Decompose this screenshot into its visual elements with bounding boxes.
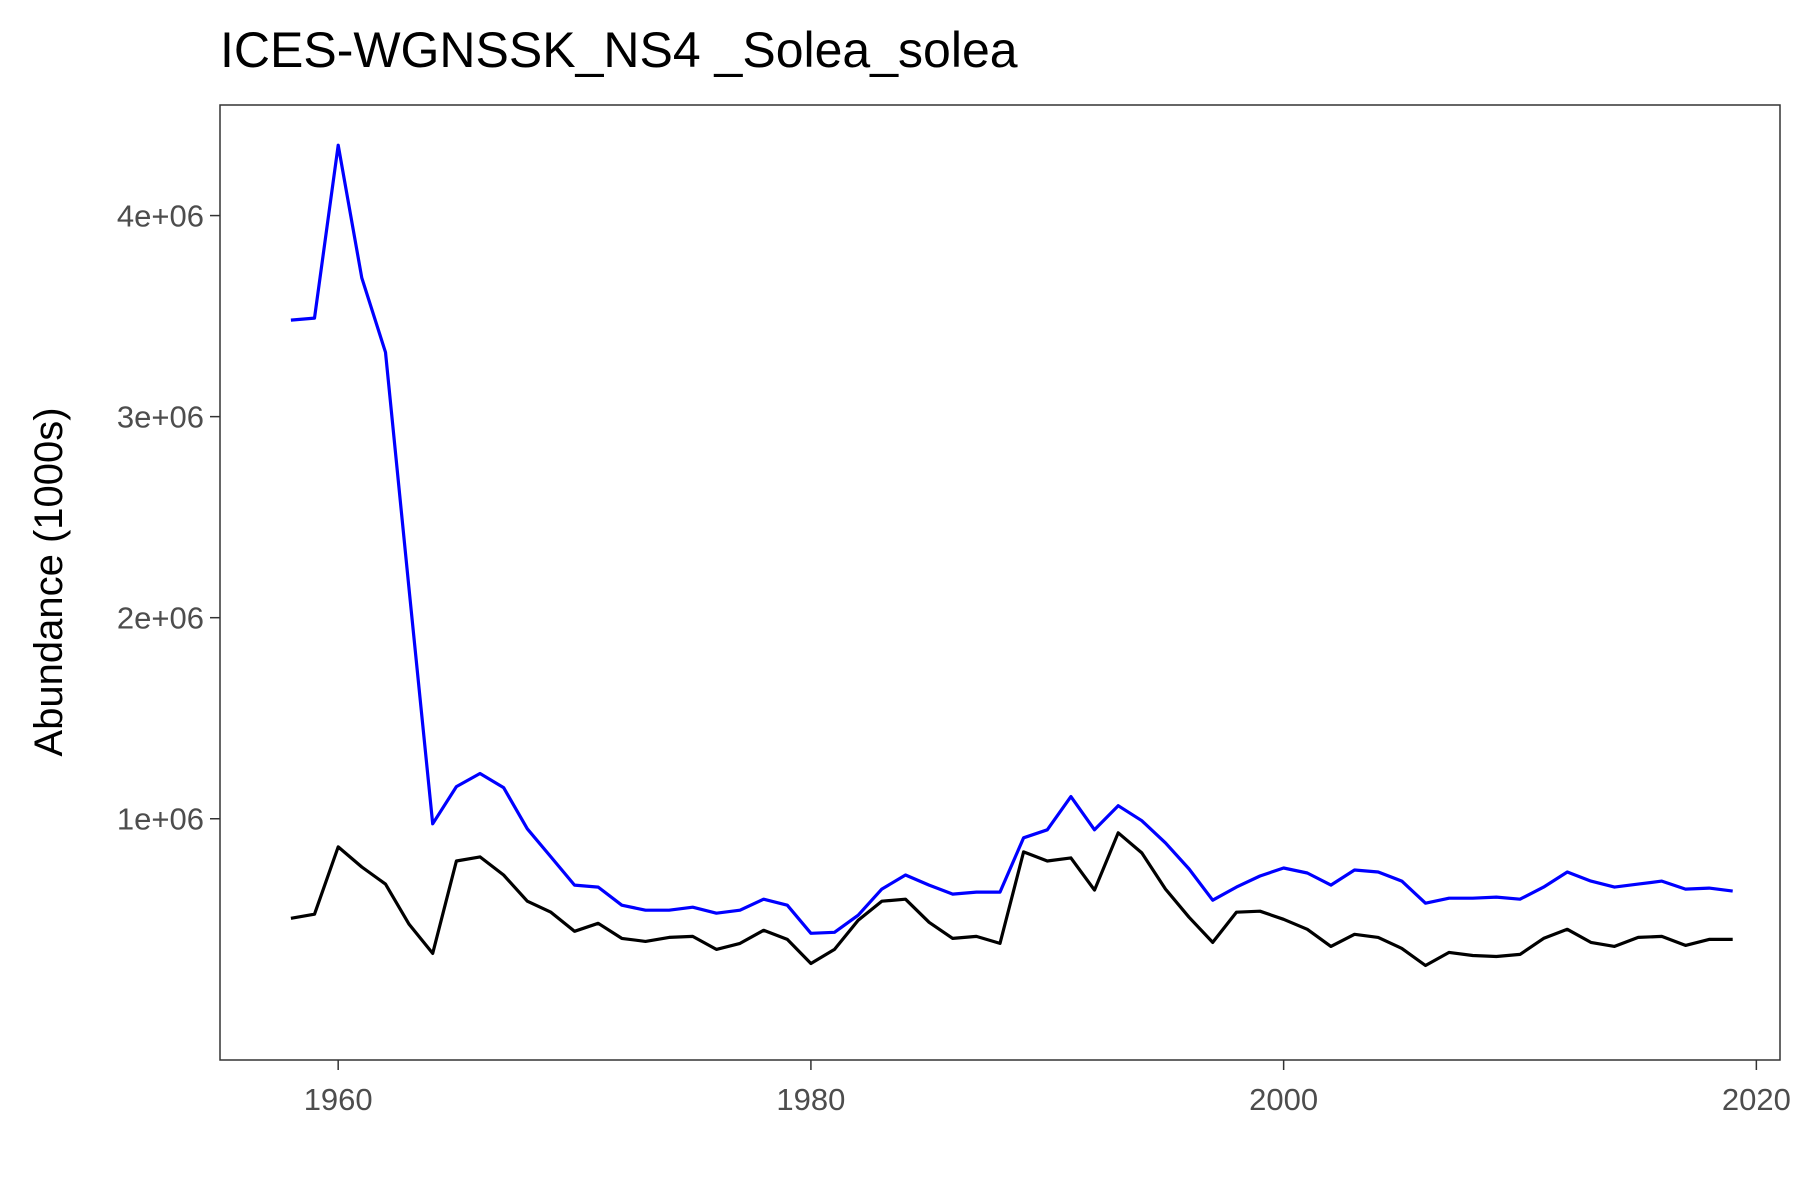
x-tick-label: 1960 [304, 1082, 373, 1117]
x-tick-label: 2000 [1249, 1082, 1318, 1117]
y-tick-label: 1e+06 [117, 802, 204, 837]
x-tick-label: 1980 [776, 1082, 845, 1117]
series-line-2 [290, 831, 1733, 968]
series-layer [290, 143, 1733, 968]
y-tick-label: 2e+06 [117, 601, 204, 636]
chart-title: ICES-WGNSSK_NS4 _Solea_solea [220, 22, 1018, 78]
x-tick-label: 2020 [1722, 1082, 1791, 1117]
y-axis: 1e+06 2e+06 3e+06 4e+06 [117, 199, 220, 837]
x-axis: 1960 1980 2000 2020 [304, 1060, 1791, 1117]
y-axis-title: Abundance (1000s) [27, 407, 71, 756]
series-line-1 [290, 143, 1733, 935]
y-tick-label: 4e+06 [117, 199, 204, 234]
y-tick-label: 3e+06 [117, 400, 204, 435]
plot-panel [219, 104, 1781, 1061]
